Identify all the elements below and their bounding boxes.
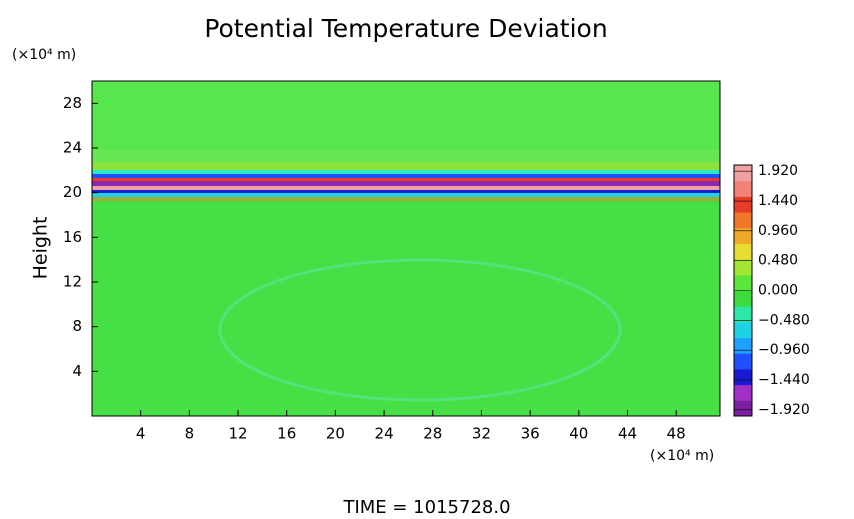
colorbar-segment	[734, 290, 752, 307]
colorbar-tick-label: −1.920	[758, 402, 810, 418]
colorbar-segment	[734, 321, 752, 339]
x-tick-label: 4	[136, 425, 146, 443]
colorbar-tick-label: 1.440	[758, 193, 798, 209]
x-tick-label: 36	[521, 425, 540, 443]
y-tick-label: 24	[63, 139, 82, 157]
colorbar-tick-label: 0.960	[758, 223, 798, 239]
colorbar-tick-label: −1.440	[758, 372, 810, 388]
colorbar-segment	[734, 180, 752, 197]
x-tick-label: 8	[185, 425, 195, 443]
colorbar-segment	[734, 400, 752, 417]
contour-field	[91, 80, 721, 417]
colorbar-tick-label: −0.480	[758, 312, 810, 328]
x-unit: (×10⁴ m)	[650, 448, 714, 464]
colorbar-tick-label: 1.920	[758, 163, 798, 179]
y-axis-label: Height	[30, 217, 52, 280]
x-tick-label: 12	[228, 425, 247, 443]
colorbar-segment	[734, 196, 752, 213]
colorbar-segment	[734, 306, 752, 323]
y-tick-label: 28	[63, 94, 82, 112]
x-tick-label: 28	[423, 425, 442, 443]
x-tick-label: 48	[667, 425, 686, 443]
y-tick-label: 16	[63, 228, 82, 246]
y-tick-label: 4	[72, 362, 82, 380]
colorbar-segment	[734, 243, 752, 260]
colorbar-segment	[734, 259, 752, 276]
x-tick-label: 44	[618, 425, 637, 443]
chart-title: Potential Temperature Deviation	[204, 14, 607, 43]
colorbar-segment	[734, 274, 752, 291]
colorbar-segment	[734, 368, 752, 386]
x-tick-label: 16	[277, 425, 296, 443]
colorbar-segment	[734, 165, 752, 182]
colorbar-tick-label: −0.960	[758, 342, 810, 358]
x-tick-label: 20	[326, 425, 345, 443]
y-tick-label: 8	[72, 317, 82, 335]
x-tick-label: 40	[569, 425, 588, 443]
colorbar-tick-label: 0.480	[758, 253, 798, 269]
y-tick-label: 20	[63, 183, 82, 201]
annotation: TIME = 1015728.0	[342, 497, 510, 518]
colorbar-tick-label: 0.000	[758, 283, 798, 299]
colorbar-segment	[734, 337, 752, 354]
y-tick-label: 12	[63, 273, 82, 291]
colorbar-segment	[734, 212, 752, 229]
x-tick-label: 32	[472, 425, 491, 443]
colorbar-segment	[734, 384, 752, 401]
colorbar-segment	[734, 353, 752, 370]
x-tick-label: 24	[375, 425, 394, 443]
y-unit: (×10⁴ m)	[12, 47, 76, 63]
colorbar-segment	[734, 227, 752, 244]
